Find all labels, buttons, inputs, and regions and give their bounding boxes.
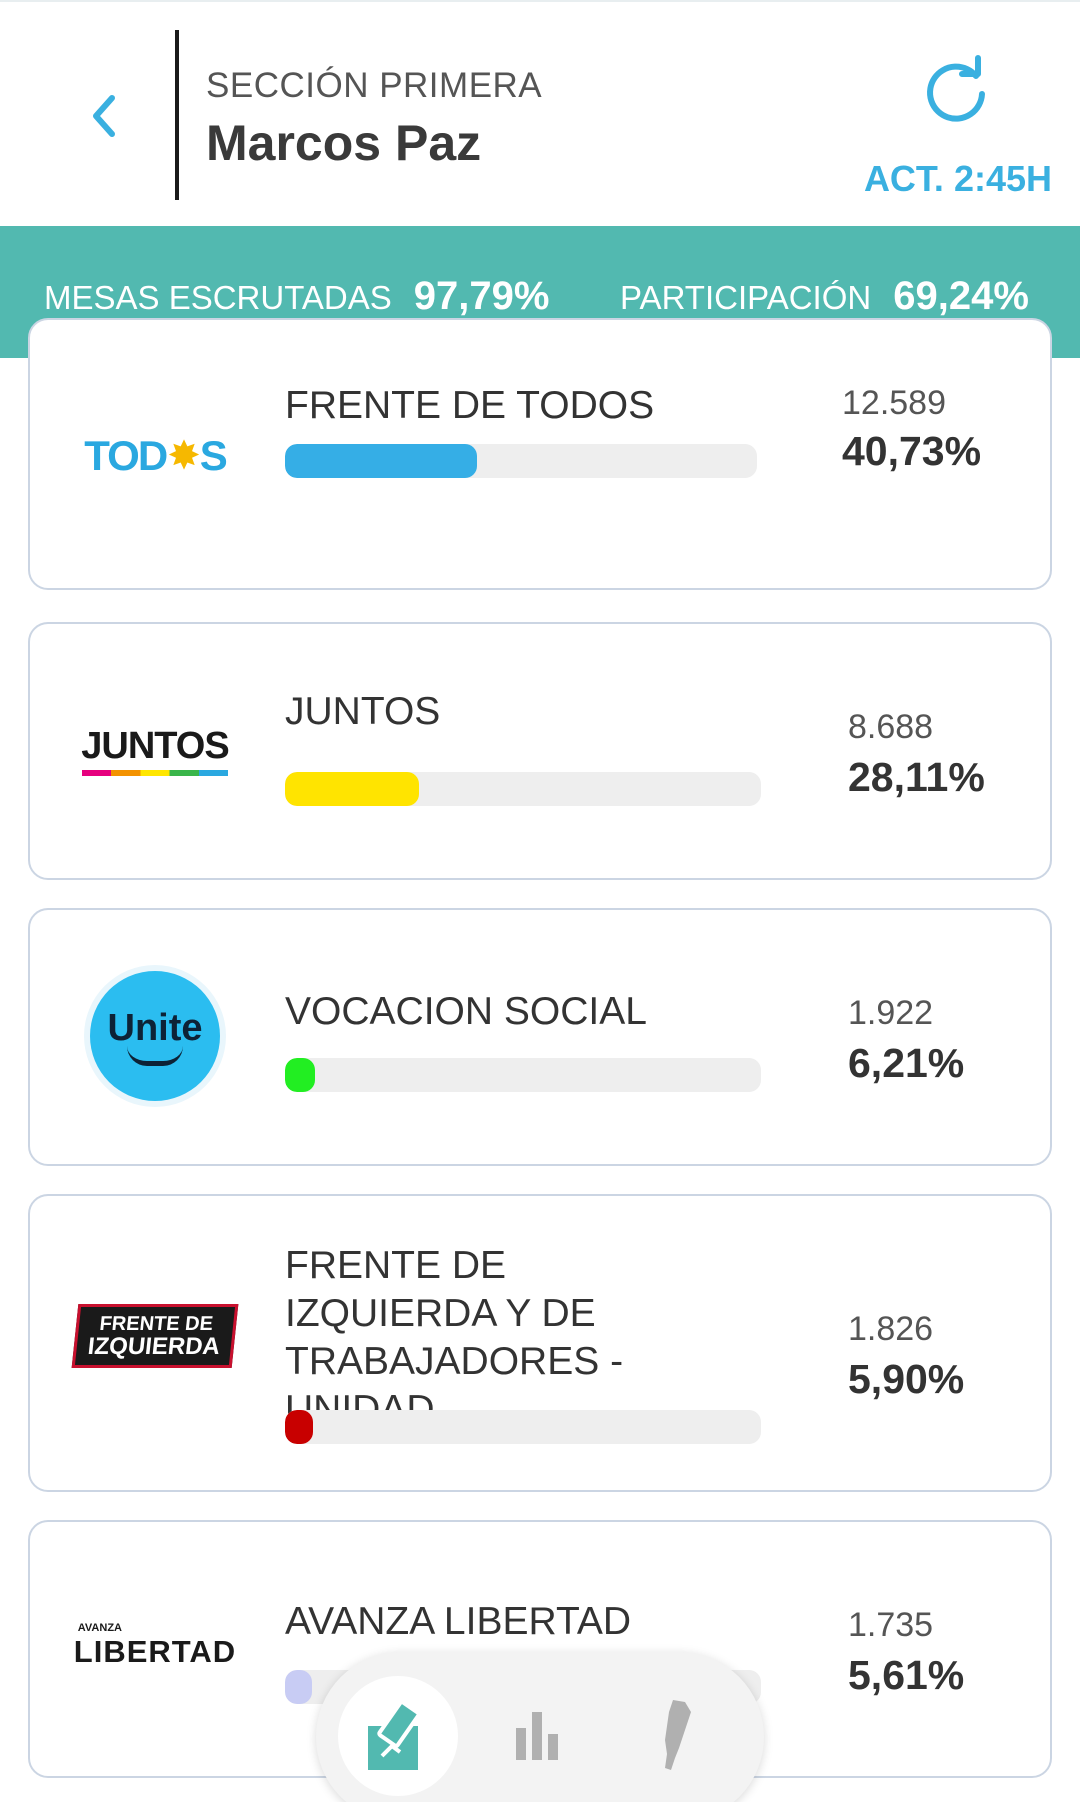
mesas-stat: MESAS ESCRUTADAS 97,79% xyxy=(44,274,549,319)
frente-de-todos-logo: TOD ✸ S xyxy=(84,432,227,479)
avanza-libertad-logo: AVANZA LIBERTAD xyxy=(73,1622,237,1669)
vote-percent: 6,21% xyxy=(848,1040,965,1086)
frente-de-izquierda-logo: FRENTE DE IZQUIERDA xyxy=(70,1296,240,1376)
mesas-label: MESAS ESCRUTADAS xyxy=(44,279,392,316)
bottom-nav xyxy=(316,1652,764,1802)
nav-ballot[interactable] xyxy=(338,1676,458,1796)
vote-bar-fill xyxy=(285,772,419,806)
vote-bar xyxy=(285,444,757,478)
vote-bar-fill xyxy=(285,1670,312,1704)
chevron-left-icon xyxy=(93,95,115,137)
vote-bar xyxy=(285,1058,761,1092)
nav-map[interactable] xyxy=(616,1676,736,1796)
vote-percent: 5,90% xyxy=(848,1356,965,1402)
participacion-stat: PARTICIPACIÓN 69,24% xyxy=(620,274,1029,319)
vote-count: 8.688 xyxy=(848,708,934,746)
participacion-value: 69,24% xyxy=(893,274,1029,318)
ballot-box-icon xyxy=(368,1700,421,1770)
header-divider xyxy=(175,30,179,200)
vote-bar-fill xyxy=(285,1058,315,1092)
vote-bar-fill xyxy=(285,1410,314,1444)
smile-icon xyxy=(127,1046,183,1066)
nav-charts[interactable] xyxy=(480,1676,600,1796)
bar-chart-icon xyxy=(516,1712,558,1760)
page-title: Marcos Paz xyxy=(206,115,482,171)
refresh-icon xyxy=(927,55,985,122)
participacion-label: PARTICIPACIÓN xyxy=(620,279,872,316)
mesas-value: 97,79% xyxy=(413,274,550,318)
party-name: VOCACION SOCIAL xyxy=(285,990,647,1033)
vote-bar-fill xyxy=(285,444,478,478)
party-name: FRENTE DE TODOS xyxy=(285,384,655,427)
refresh-button[interactable] xyxy=(920,54,992,126)
vote-bar xyxy=(285,1410,761,1444)
vote-bar xyxy=(285,772,761,806)
vote-count: 1.735 xyxy=(848,1606,934,1644)
result-card-frente-de-izquierda[interactable]: FRENTE DE IZQUIERDA FRENTE DE IZQUIERDA … xyxy=(28,1194,1052,1492)
party-name: JUNTOS xyxy=(285,690,441,733)
last-updated-text: ACT. 2:45H xyxy=(863,158,1052,199)
party-name: FRENTE DE IZQUIERDA Y DE TRABAJADORES - … xyxy=(285,1244,624,1431)
result-card-frente-de-todos[interactable]: TOD ✸ S FRENTE DE TODOS 12.589 40,73% xyxy=(28,318,1052,590)
sun-icon: ✸ xyxy=(167,434,200,478)
section-label: SECCIÓN PRIMERA xyxy=(206,66,543,105)
back-button[interactable] xyxy=(78,86,128,146)
vote-count: 1.922 xyxy=(848,994,934,1032)
vote-percent: 5,61% xyxy=(848,1652,965,1698)
unite-logo: Unite xyxy=(70,966,240,1106)
juntos-logo: JUNTOS xyxy=(70,710,240,790)
rainbow-stripe xyxy=(81,769,228,776)
argentina-map-icon xyxy=(665,1700,691,1770)
result-card-juntos[interactable]: JUNTOS JUNTOS 8.688 28,11% xyxy=(28,622,1052,880)
vote-percent: 40,73% xyxy=(842,428,982,474)
header: SECCIÓN PRIMERA Marcos Paz ACT. 2:45H xyxy=(0,0,1080,226)
vote-count: 1.826 xyxy=(848,1310,934,1348)
vote-count: 12.589 xyxy=(842,384,946,422)
party-name: AVANZA LIBERTAD xyxy=(285,1600,632,1643)
result-card-vocacion-social[interactable]: Unite VOCACION SOCIAL 1.922 6,21% xyxy=(28,908,1052,1166)
vote-percent: 28,11% xyxy=(848,754,985,800)
